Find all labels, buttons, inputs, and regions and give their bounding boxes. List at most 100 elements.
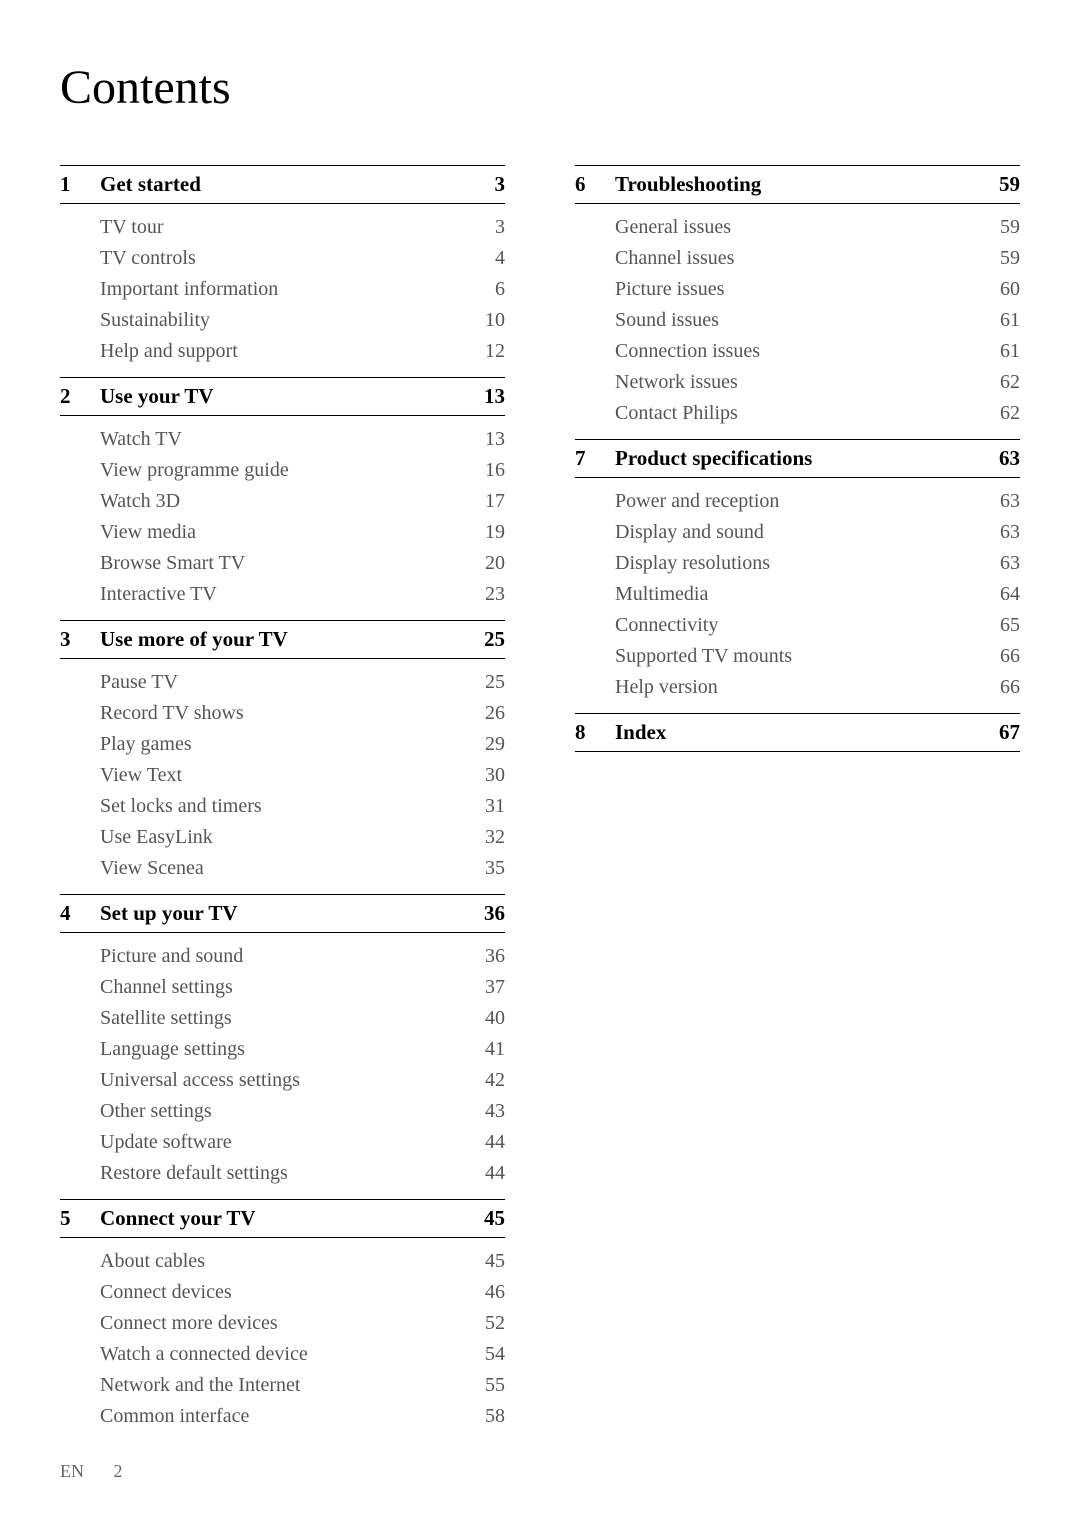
toc-section-header: 6 Troubleshooting 59 xyxy=(575,165,1020,204)
toc-item: Display and sound63 xyxy=(575,517,1020,548)
toc-item: Network issues62 xyxy=(575,367,1020,398)
item-label: Watch 3D xyxy=(100,488,465,515)
toc-section-header: 8 Index 67 xyxy=(575,713,1020,752)
item-label: Channel settings xyxy=(100,974,465,1001)
item-label: Channel issues xyxy=(615,245,980,272)
toc-item: Display resolutions63 xyxy=(575,548,1020,579)
item-page: 65 xyxy=(980,612,1020,639)
item-label: Watch a connected device xyxy=(100,1341,465,1368)
toc-item: Connection issues61 xyxy=(575,336,1020,367)
toc-item: Channel settings37 xyxy=(60,972,505,1003)
item-page: 26 xyxy=(465,700,505,727)
toc-item: Channel issues59 xyxy=(575,243,1020,274)
item-label: Display resolutions xyxy=(615,550,980,577)
toc-item: View Text30 xyxy=(60,760,505,791)
item-page: 42 xyxy=(465,1067,505,1094)
toc-items: About cables45 Connect devices46 Connect… xyxy=(60,1238,505,1438)
toc-item: Watch a connected device54 xyxy=(60,1339,505,1370)
item-label: TV tour xyxy=(100,214,465,241)
toc-items: Picture and sound36 Channel settings37 S… xyxy=(60,933,505,1195)
toc-section-header: 5 Connect your TV 45 xyxy=(60,1199,505,1238)
toc-item: View media19 xyxy=(60,517,505,548)
toc-items: TV tour3 TV controls4 Important informat… xyxy=(60,204,505,373)
toc-section: 1 Get started 3 TV tour3 TV controls4 Im… xyxy=(60,165,505,373)
section-page: 45 xyxy=(465,1206,505,1231)
toc-item: Picture issues60 xyxy=(575,274,1020,305)
item-label: Connect devices xyxy=(100,1279,465,1306)
item-label: Picture issues xyxy=(615,276,980,303)
toc-item: Watch TV13 xyxy=(60,424,505,455)
item-page: 17 xyxy=(465,488,505,515)
item-page: 44 xyxy=(465,1160,505,1187)
item-page: 60 xyxy=(980,276,1020,303)
item-page: 66 xyxy=(980,674,1020,701)
item-page: 13 xyxy=(465,426,505,453)
section-title: Connect your TV xyxy=(100,1206,465,1231)
item-page: 59 xyxy=(980,245,1020,272)
footer-language: EN xyxy=(60,1461,84,1481)
item-page: 61 xyxy=(980,338,1020,365)
item-label: Contact Philips xyxy=(615,400,980,427)
toc-section-header: 4 Set up your TV 36 xyxy=(60,894,505,933)
item-page: 66 xyxy=(980,643,1020,670)
item-page: 20 xyxy=(465,550,505,577)
item-label: Help and support xyxy=(100,338,465,365)
item-page: 63 xyxy=(980,550,1020,577)
item-page: 36 xyxy=(465,943,505,970)
toc-section-header: 2 Use your TV 13 xyxy=(60,377,505,416)
toc-section: 3 Use more of your TV 25 Pause TV25 Reco… xyxy=(60,620,505,890)
item-page: 6 xyxy=(465,276,505,303)
item-label: Supported TV mounts xyxy=(615,643,980,670)
toc-columns: 1 Get started 3 TV tour3 TV controls4 Im… xyxy=(60,165,1020,1442)
item-label: Common interface xyxy=(100,1403,465,1430)
page-footer: EN 2 xyxy=(60,1461,123,1482)
section-number: 7 xyxy=(575,446,615,471)
item-page: 58 xyxy=(465,1403,505,1430)
item-label: Watch TV xyxy=(100,426,465,453)
item-label: Power and reception xyxy=(615,488,980,515)
toc-section: 8 Index 67 xyxy=(575,713,1020,752)
item-page: 63 xyxy=(980,488,1020,515)
item-page: 54 xyxy=(465,1341,505,1368)
item-label: Display and sound xyxy=(615,519,980,546)
item-page: 32 xyxy=(465,824,505,851)
item-page: 64 xyxy=(980,581,1020,608)
toc-column-left: 1 Get started 3 TV tour3 TV controls4 Im… xyxy=(60,165,505,1442)
toc-section: 7 Product specifications 63 Power and re… xyxy=(575,439,1020,709)
toc-section: 6 Troubleshooting 59 General issues59 Ch… xyxy=(575,165,1020,435)
item-page: 41 xyxy=(465,1036,505,1063)
item-label: Connect more devices xyxy=(100,1310,465,1337)
item-label: Help version xyxy=(615,674,980,701)
section-title: Use your TV xyxy=(100,384,465,409)
toc-item: Use EasyLink32 xyxy=(60,822,505,853)
item-page: 52 xyxy=(465,1310,505,1337)
item-page: 23 xyxy=(465,581,505,608)
toc-item: Connect devices46 xyxy=(60,1277,505,1308)
item-label: Record TV shows xyxy=(100,700,465,727)
item-page: 61 xyxy=(980,307,1020,334)
item-label: Pause TV xyxy=(100,669,465,696)
item-page: 29 xyxy=(465,731,505,758)
toc-item: View Scenea35 xyxy=(60,853,505,884)
toc-item: Watch 3D17 xyxy=(60,486,505,517)
toc-item: About cables45 xyxy=(60,1246,505,1277)
toc-item: Sustainability10 xyxy=(60,305,505,336)
item-label: Other settings xyxy=(100,1098,465,1125)
section-page: 36 xyxy=(465,901,505,926)
item-page: 10 xyxy=(465,307,505,334)
item-page: 30 xyxy=(465,762,505,789)
item-page: 59 xyxy=(980,214,1020,241)
item-page: 3 xyxy=(465,214,505,241)
item-label: Update software xyxy=(100,1129,465,1156)
toc-item: Important information6 xyxy=(60,274,505,305)
item-label: General issues xyxy=(615,214,980,241)
toc-item: Play games29 xyxy=(60,729,505,760)
section-title: Index xyxy=(615,720,980,745)
item-label: View Text xyxy=(100,762,465,789)
item-page: 25 xyxy=(465,669,505,696)
toc-item: Picture and sound36 xyxy=(60,941,505,972)
toc-section: 4 Set up your TV 36 Picture and sound36 … xyxy=(60,894,505,1195)
section-page: 13 xyxy=(465,384,505,409)
toc-section-header: 3 Use more of your TV 25 xyxy=(60,620,505,659)
toc-item: Contact Philips62 xyxy=(575,398,1020,429)
